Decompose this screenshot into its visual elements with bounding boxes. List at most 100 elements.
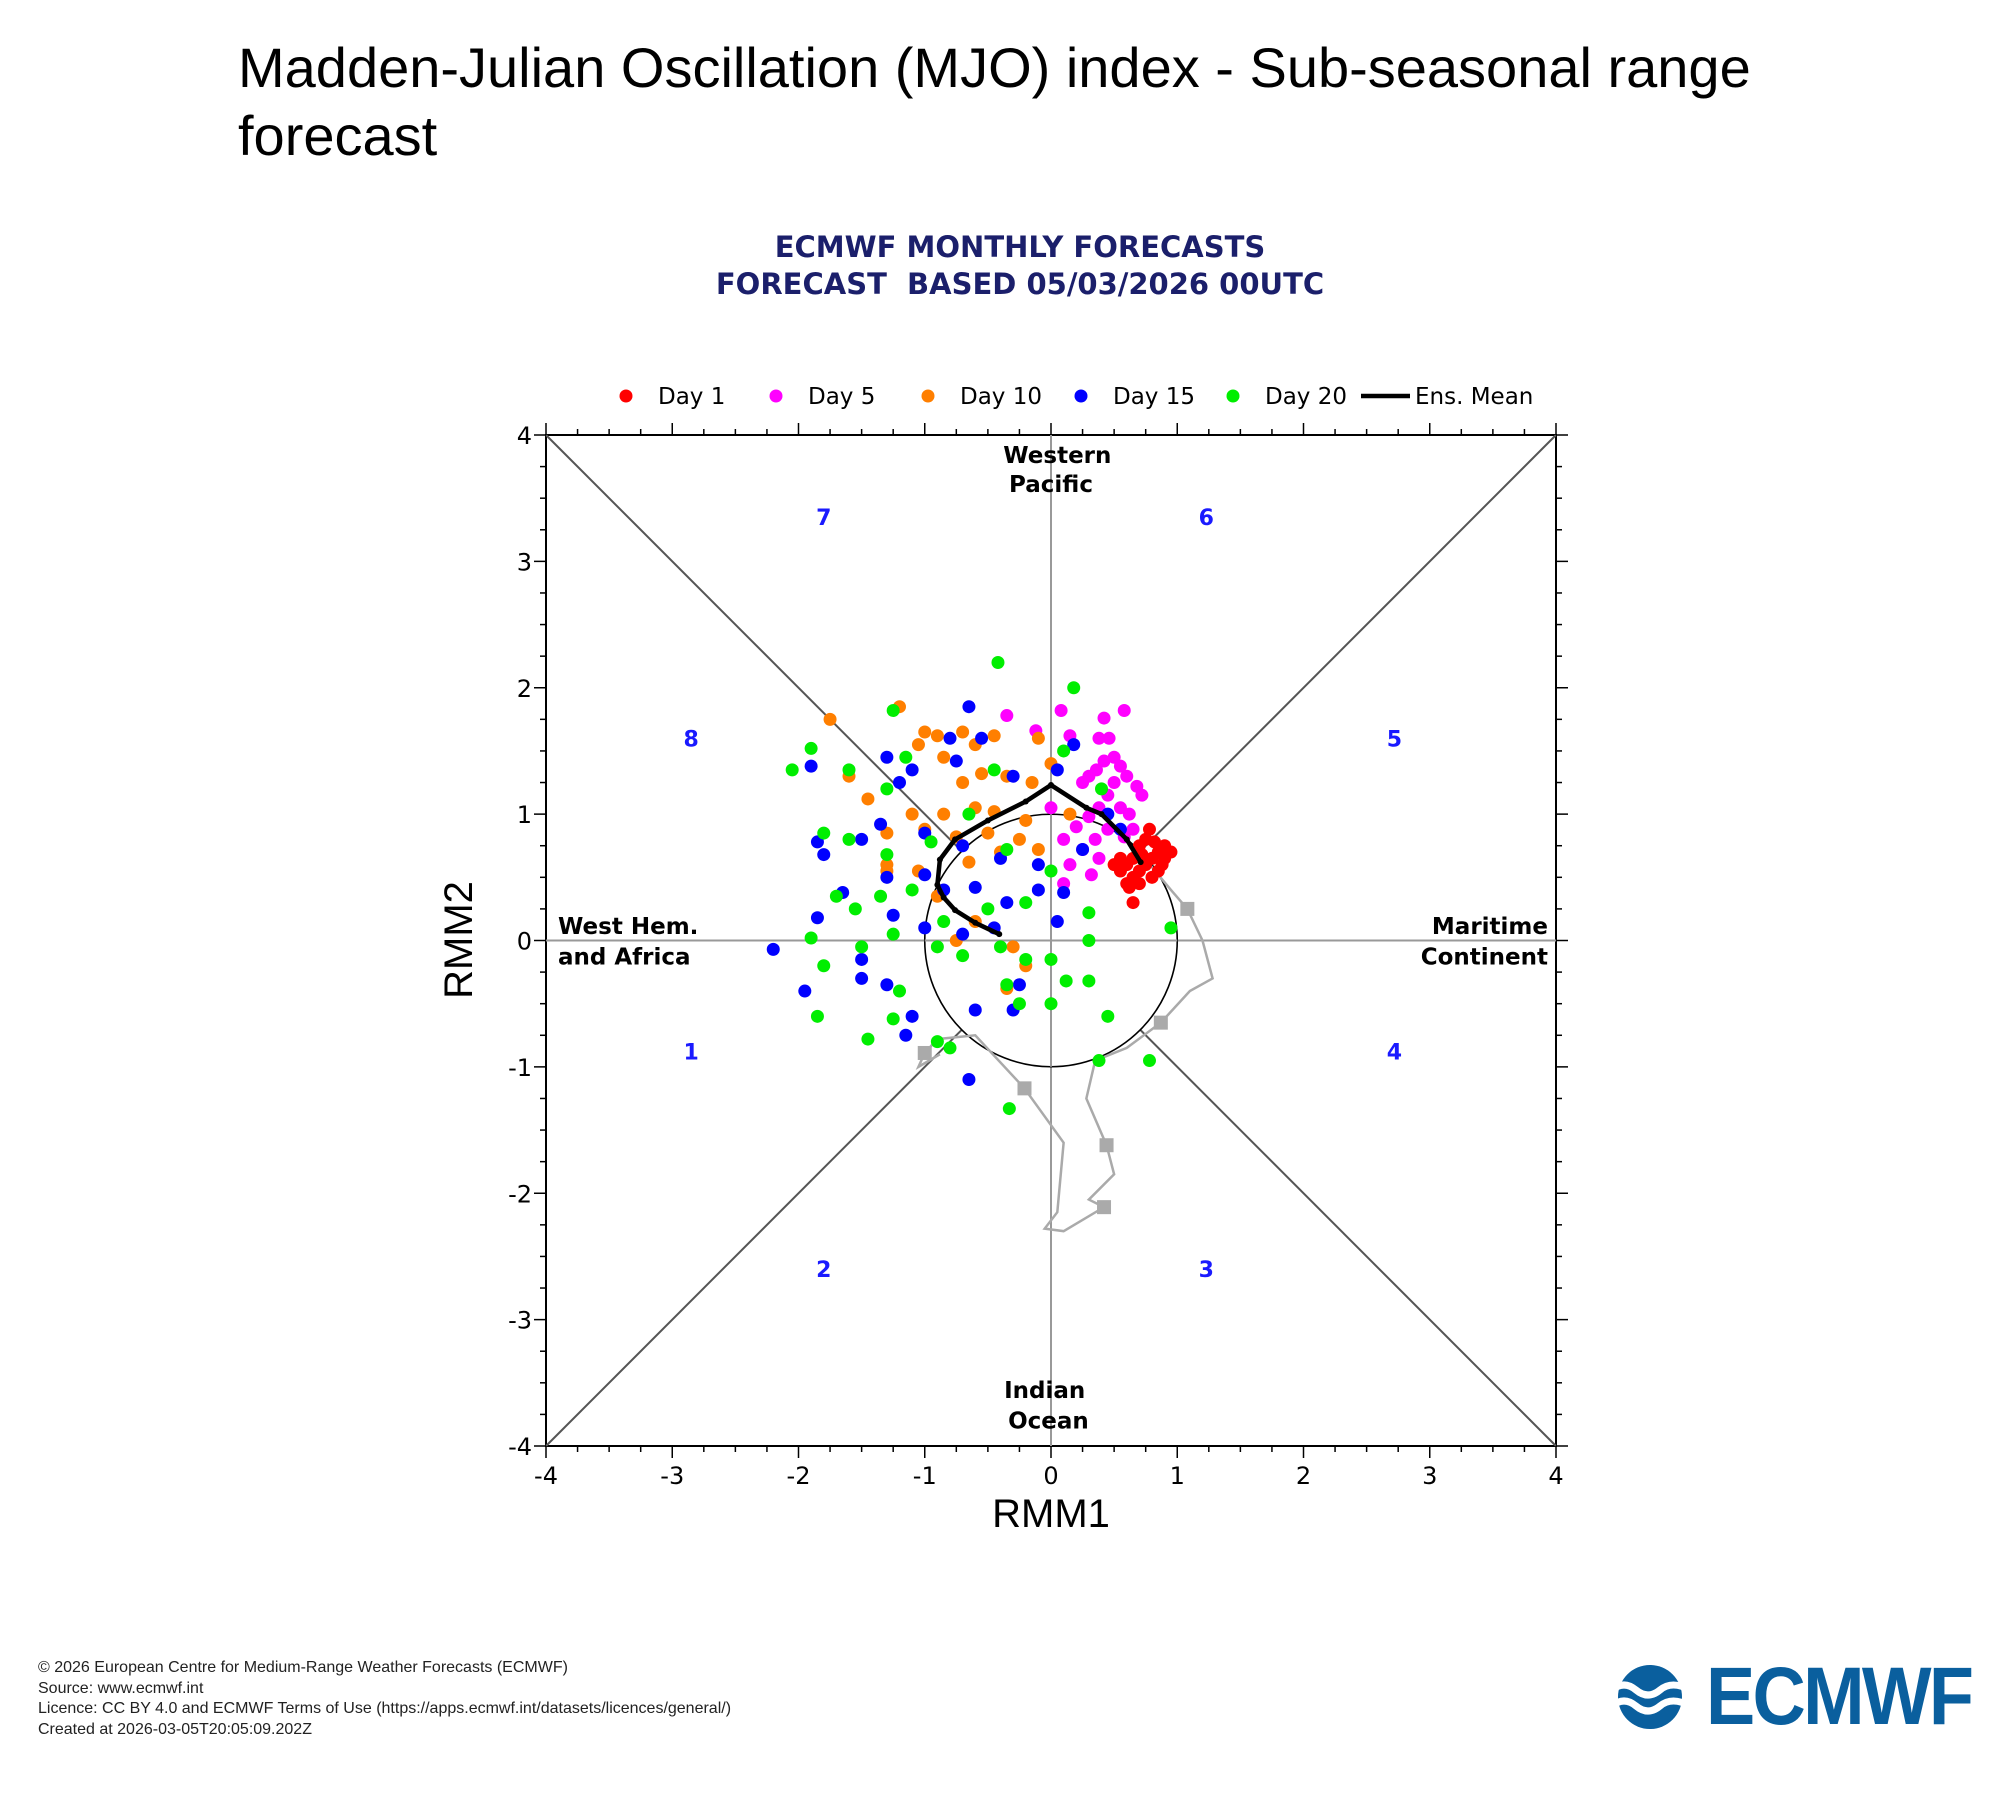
- legend-marker: [921, 389, 935, 403]
- ensemble-mean-point: [952, 907, 959, 914]
- page-title: Madden-Julian Oscillation (MJO) index - …: [238, 36, 1751, 167]
- phase-label: 3: [1199, 1258, 1214, 1283]
- ensemble-mean-point: [972, 919, 979, 926]
- data-point: [956, 725, 970, 739]
- ensemble-mean-point: [1048, 782, 1054, 789]
- data-point: [874, 817, 888, 831]
- data-point: [1164, 921, 1178, 935]
- series-day-5: [1000, 703, 1149, 891]
- observed-marker: [1153, 1015, 1168, 1030]
- data-point: [1126, 896, 1140, 910]
- data-point: [886, 927, 900, 941]
- y-axis-label: RMM2: [437, 881, 481, 999]
- data-point: [1132, 877, 1146, 891]
- x-axis-label: RMM1: [992, 1492, 1110, 1536]
- licence-line: Licence: CC BY 4.0 and ECMWF Terms of Us…: [38, 1700, 732, 1717]
- data-point: [1063, 858, 1077, 872]
- phase-label: 8: [684, 727, 699, 752]
- data-point: [823, 712, 837, 726]
- data-point: [1117, 703, 1131, 717]
- data-point: [1135, 788, 1149, 802]
- legend-label: Day 1: [658, 384, 725, 410]
- x-tick-label: 2: [1296, 1462, 1311, 1490]
- data-point: [785, 763, 799, 777]
- series-day-15: [766, 700, 1127, 1087]
- data-point: [1012, 978, 1026, 992]
- data-point: [804, 931, 818, 945]
- data-point: [1000, 709, 1014, 723]
- data-point: [810, 911, 824, 925]
- data-point: [899, 750, 913, 764]
- y-tick-label: 3: [517, 548, 532, 576]
- data-point: [1082, 906, 1096, 920]
- data-point: [874, 889, 888, 903]
- data-point: [1044, 952, 1058, 966]
- data-point: [1012, 832, 1026, 846]
- region-label-left: West Hem.: [558, 914, 698, 940]
- data-point: [975, 731, 989, 745]
- data-point: [861, 1032, 875, 1046]
- data-point: [1113, 759, 1127, 773]
- observed-marker: [917, 1045, 932, 1060]
- data-point: [1012, 997, 1026, 1011]
- legend-marker: [769, 389, 783, 403]
- data-point: [1155, 858, 1169, 872]
- data-point: [886, 908, 900, 922]
- legend-label: Ens. Mean: [1415, 384, 1533, 410]
- data-point: [829, 889, 843, 903]
- ensemble-mean-point: [1083, 804, 1090, 811]
- x-tick-label: -3: [660, 1462, 684, 1490]
- ensemble-mean-point: [1022, 798, 1029, 805]
- region-label-right: Maritime: [1432, 914, 1548, 940]
- data-point: [991, 655, 1005, 669]
- x-tick-label: -2: [787, 1462, 811, 1490]
- y-tick-label: 2: [517, 675, 532, 703]
- data-point: [962, 1073, 976, 1087]
- chart-title: ECMWF MONTHLY FORECASTS: [775, 230, 1266, 264]
- data-point: [930, 1035, 944, 1049]
- data-point: [1044, 801, 1058, 815]
- footer: © 2026 European Centre for Medium-Range …: [38, 1658, 731, 1740]
- phase-label: 6: [1199, 506, 1214, 531]
- data-point: [1092, 851, 1106, 865]
- data-point: [911, 738, 925, 752]
- data-point: [1122, 807, 1136, 821]
- data-point: [880, 870, 894, 884]
- data-point: [1084, 868, 1098, 882]
- chart-subtitle: FORECAST BASED 05/03/2026 00UTC: [716, 267, 1324, 301]
- data-point: [924, 835, 938, 849]
- data-point: [905, 1009, 919, 1023]
- data-point: [1050, 763, 1064, 777]
- data-point: [1002, 1102, 1016, 1116]
- data-point: [1019, 952, 1033, 966]
- data-point: [943, 731, 957, 745]
- region-label-right: Continent: [1421, 945, 1548, 971]
- legend-marker: [619, 389, 633, 403]
- x-tick-label: 3: [1422, 1462, 1437, 1490]
- x-tick-label: -4: [534, 1462, 558, 1490]
- data-point: [1059, 974, 1073, 988]
- data-point: [1107, 776, 1121, 790]
- data-point: [810, 1009, 824, 1023]
- ensemble-mean-point: [1123, 836, 1130, 843]
- phase-label: 4: [1387, 1041, 1402, 1066]
- data-point: [1122, 880, 1136, 894]
- data-point: [918, 725, 932, 739]
- data-point: [804, 741, 818, 755]
- data-point: [981, 826, 995, 840]
- observed-marker: [1180, 901, 1195, 916]
- data-point: [817, 959, 831, 973]
- observed-marker: [1097, 1200, 1112, 1215]
- data-point: [893, 984, 906, 998]
- data-point: [855, 940, 869, 954]
- region-label-top: Western: [1003, 443, 1111, 469]
- data-point: [968, 1003, 982, 1017]
- legend-label: Day 5: [808, 384, 875, 410]
- data-point: [1057, 885, 1071, 899]
- ensemble-mean-track: [934, 782, 1144, 938]
- data-point: [1092, 1054, 1106, 1068]
- ensemble-mean-point: [936, 856, 943, 863]
- data-point: [855, 952, 869, 966]
- data-point: [1069, 820, 1083, 834]
